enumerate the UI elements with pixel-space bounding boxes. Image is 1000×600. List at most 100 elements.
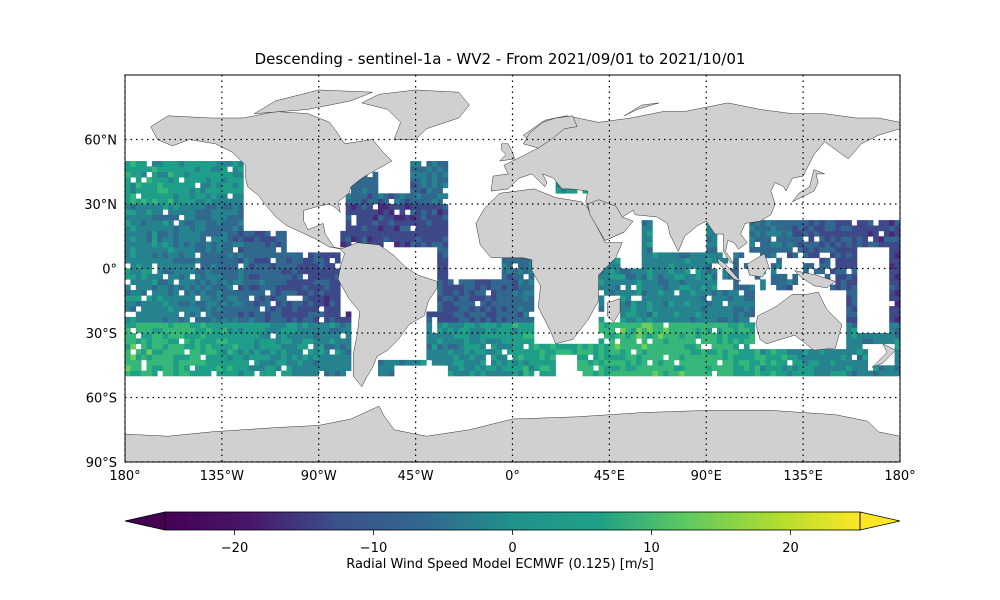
wind-data-cell [437, 166, 443, 172]
wind-data-cell [776, 263, 782, 269]
wind-data-cell [787, 252, 793, 258]
wind-data-cell [179, 188, 185, 194]
wind-data-cell [276, 290, 282, 296]
wind-data-cell [889, 220, 895, 226]
wind-data-cell [771, 371, 777, 377]
wind-data-cell [136, 269, 142, 275]
wind-data-cell [679, 263, 685, 269]
wind-data-cell [249, 371, 255, 377]
wind-data-cell [728, 317, 734, 323]
wind-data-cell [362, 226, 368, 232]
wind-data-cell [211, 172, 217, 178]
wind-data-cell [453, 360, 459, 366]
wind-data-cell [830, 242, 836, 248]
wind-data-cell [152, 333, 158, 339]
wind-data-cell [426, 344, 432, 350]
wind-data-cell [459, 322, 465, 328]
wind-data-cell [696, 258, 702, 264]
wind-data-cell [270, 371, 276, 377]
wind-data-cell [173, 247, 179, 253]
wind-data-cell [270, 306, 276, 312]
wind-data-cell [367, 188, 373, 194]
wind-data-cell [270, 269, 276, 275]
wind-data-cell [211, 231, 217, 237]
wind-data-cell [480, 360, 486, 366]
wind-data-cell [249, 344, 255, 350]
longitude-tick-label: 90°E [691, 469, 722, 484]
wind-data-cell [136, 290, 142, 296]
wind-data-cell [276, 306, 282, 312]
wind-data-cell [502, 322, 508, 328]
wind-data-cell [292, 349, 298, 355]
wind-data-cell [141, 226, 147, 232]
wind-data-cell [663, 317, 669, 323]
wind-data-cell [233, 252, 239, 258]
wind-data-cell [222, 215, 228, 221]
wind-data-cell [846, 285, 852, 291]
wind-data-cell [243, 317, 249, 323]
wind-data-cell [222, 247, 228, 253]
wind-data-cell [157, 204, 163, 210]
wind-data-cell [335, 355, 341, 361]
wind-data-cell [712, 301, 718, 307]
wind-data-cell [696, 301, 702, 307]
wind-data-cell [722, 365, 728, 371]
wind-data-cell [642, 312, 648, 318]
wind-data-cell [663, 295, 669, 301]
wind-data-cell [173, 349, 179, 355]
wind-data-cell [222, 172, 228, 178]
wind-data-cell [265, 344, 271, 350]
wind-data-cell [717, 312, 723, 318]
wind-data-cell [486, 295, 492, 301]
wind-data-cell [733, 252, 739, 258]
wind-data-cell [706, 355, 712, 361]
wind-data-cell [771, 242, 777, 248]
wind-data-cell [125, 247, 131, 253]
wind-data-cell [620, 344, 626, 350]
wind-data-cell [254, 317, 260, 323]
wind-data-cell [475, 344, 481, 350]
wind-data-cell [276, 312, 282, 318]
wind-data-cell [626, 312, 632, 318]
wind-data-cell [674, 344, 680, 350]
wind-data-cell [669, 258, 675, 264]
wind-data-cell [157, 231, 163, 237]
wind-data-cell [889, 252, 895, 258]
wind-data-cell [685, 274, 691, 280]
wind-data-cell [281, 312, 287, 318]
wind-data-cell [426, 220, 432, 226]
wind-data-cell [486, 306, 492, 312]
wind-data-cell [529, 355, 535, 361]
wind-data-cell [609, 279, 615, 285]
wind-data-cell [157, 215, 163, 221]
wind-data-cell [373, 177, 379, 183]
wind-data-cell [281, 295, 287, 301]
wind-data-cell [464, 365, 470, 371]
wind-data-cell [190, 188, 196, 194]
wind-data-cell [679, 371, 685, 377]
wind-data-cell [744, 349, 750, 355]
wind-data-cell [168, 236, 174, 242]
wind-data-cell [766, 355, 772, 361]
wind-data-cell [217, 349, 223, 355]
wind-data-cell [744, 365, 750, 371]
wind-data-cell [335, 349, 341, 355]
wind-data-cell [243, 338, 249, 344]
wind-data-cell [766, 226, 772, 232]
wind-data-cell [534, 355, 540, 361]
wind-data-cell [243, 279, 249, 285]
wind-data-cell [513, 301, 519, 307]
wind-data-cell [539, 365, 545, 371]
wind-data-cell [636, 322, 642, 328]
wind-data-cell [297, 317, 303, 323]
wind-data-cell [324, 365, 330, 371]
wind-data-cell [130, 220, 136, 226]
wind-data-cell [173, 365, 179, 371]
wind-data-cell [179, 295, 185, 301]
wind-data-cell [679, 360, 685, 366]
wind-data-cell [523, 306, 529, 312]
wind-data-cell [733, 269, 739, 275]
wind-data-cell [739, 322, 745, 328]
wind-data-cell [437, 199, 443, 205]
wind-data-cell [852, 371, 858, 377]
